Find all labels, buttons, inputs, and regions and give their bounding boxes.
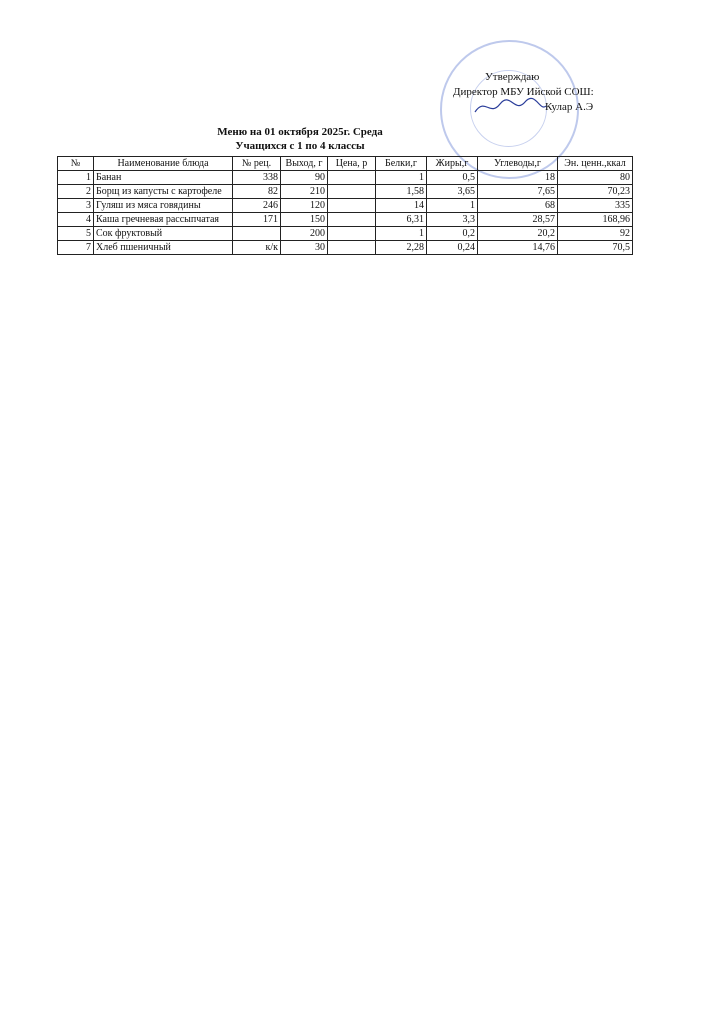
table-cell: 171 bbox=[232, 212, 281, 227]
table-cell: 90 bbox=[280, 170, 328, 185]
table-cell: 1 bbox=[375, 226, 427, 241]
table-cell: Каша гречневая рассыпчатая bbox=[93, 212, 233, 227]
table-cell: к/к bbox=[232, 240, 281, 255]
table-cell: 18 bbox=[477, 170, 558, 185]
table-cell: 14 bbox=[375, 198, 427, 213]
table-cell: 1 bbox=[426, 198, 478, 213]
column-header: № рец. bbox=[232, 156, 281, 171]
table-cell: 338 bbox=[232, 170, 281, 185]
table-cell: Сок фруктовый bbox=[93, 226, 233, 241]
stamp-inner bbox=[470, 70, 547, 147]
table-cell: 20,2 bbox=[477, 226, 558, 241]
table-cell: 5 bbox=[57, 226, 94, 241]
table-cell: 82 bbox=[232, 184, 281, 199]
table-cell: 70,5 bbox=[557, 240, 633, 255]
menu-table: № Наименование блюда № рец. Выход, г Цена, р… bbox=[57, 156, 633, 255]
column-header: Эн. ценн.,ккал bbox=[557, 156, 633, 171]
approval-line: Директор МБУ Ийской СОШ: bbox=[453, 86, 594, 98]
table-cell: 2 bbox=[57, 184, 94, 199]
table-cell bbox=[327, 170, 376, 185]
table-cell: 68 bbox=[477, 198, 558, 213]
table-cell: 14,76 bbox=[477, 240, 558, 255]
table-cell bbox=[327, 184, 376, 199]
signature bbox=[474, 97, 547, 113]
column-header: Выход, г bbox=[280, 156, 328, 171]
table-cell: 335 bbox=[557, 198, 633, 213]
table-cell: 7,65 bbox=[477, 184, 558, 199]
table-row: 5 Сок фруктовый 200 1 0,2 20,2 92 bbox=[57, 226, 633, 241]
table-row: 2 Борщ из капусты с картофеле 82 210 1,58 3,6… bbox=[57, 184, 633, 199]
table-cell: 168,96 bbox=[557, 212, 633, 227]
column-header: Наименование блюда bbox=[93, 156, 233, 171]
table-cell: Банан bbox=[93, 170, 233, 185]
doc-title: Меню на 01 октября 2025г. Среда bbox=[217, 126, 383, 138]
table-cell: 3,3 bbox=[426, 212, 478, 227]
table-cell bbox=[327, 212, 376, 227]
table-cell: Борщ из капусты с картофеле bbox=[93, 184, 233, 199]
column-header: Цена, р bbox=[327, 156, 376, 171]
table-cell: 150 bbox=[280, 212, 328, 227]
table-row: 1 Банан 338 90 1 0,5 18 80 bbox=[57, 170, 633, 185]
table-cell: 80 bbox=[557, 170, 633, 185]
table-cell: 200 bbox=[280, 226, 328, 241]
table-cell: Хлеб пшеничный bbox=[93, 240, 233, 255]
column-header: Жиры,г bbox=[426, 156, 478, 171]
table-row: 3 Гуляш из мяса говядины 246 120 14 1 68 335 bbox=[57, 198, 633, 213]
table-cell bbox=[327, 240, 376, 255]
table-cell bbox=[327, 226, 376, 241]
column-header: Углеводы,г bbox=[477, 156, 558, 171]
doc-subtitle: Учащихся с 1 по 4 классы bbox=[235, 140, 365, 152]
approval-line: Утверждаю bbox=[485, 71, 540, 83]
table-cell: 70,23 bbox=[557, 184, 633, 199]
table-cell: Гуляш из мяса говядины bbox=[93, 198, 233, 213]
table-cell: 1,58 bbox=[375, 184, 427, 199]
table-cell: 7 bbox=[57, 240, 94, 255]
table-row: 7 Хлеб пшеничный к/к 30 2,28 0,24 14,76 70,5 bbox=[57, 240, 633, 255]
table-cell: 3 bbox=[57, 198, 94, 213]
table-cell: 0,2 bbox=[426, 226, 478, 241]
table-cell: 3,65 bbox=[426, 184, 478, 199]
table-cell: 210 bbox=[280, 184, 328, 199]
table-cell: 2,28 bbox=[375, 240, 427, 255]
column-header: № bbox=[57, 156, 94, 171]
table-cell: 92 bbox=[557, 226, 633, 241]
table-cell: 30 bbox=[280, 240, 328, 255]
table-cell: 4 bbox=[57, 212, 94, 227]
table-cell: 0,5 bbox=[426, 170, 478, 185]
table-cell bbox=[327, 198, 376, 213]
table-cell: 120 bbox=[280, 198, 328, 213]
table-cell: 246 bbox=[232, 198, 281, 213]
table-cell: 1 bbox=[57, 170, 94, 185]
header-row: № Наименование блюда № рец. Выход, г Цена, р… bbox=[57, 156, 633, 171]
column-header: Белки,г bbox=[375, 156, 427, 171]
table-cell bbox=[232, 226, 281, 241]
approval-line: Кулар А.Э bbox=[545, 101, 594, 113]
table-cell: 28,57 bbox=[477, 212, 558, 227]
table-cell: 1 bbox=[375, 170, 427, 185]
table-cell: 6,31 bbox=[375, 212, 427, 227]
table-cell: 0,24 bbox=[426, 240, 478, 255]
table-row: 4 Каша гречневая рассыпчатая 171 150 6,31 3,3… bbox=[57, 212, 633, 227]
